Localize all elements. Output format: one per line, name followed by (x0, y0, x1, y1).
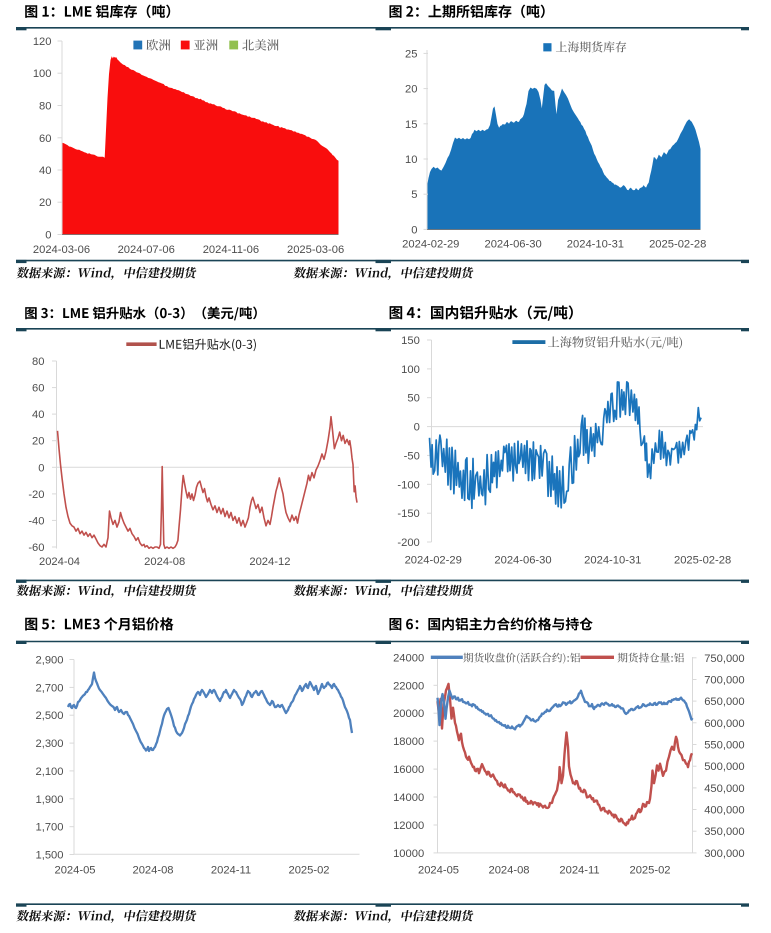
svg-text:2025-02-28: 2025-02-28 (649, 238, 706, 250)
svg-text:2024-08: 2024-08 (488, 864, 529, 876)
svg-text:-20: -20 (28, 489, 44, 501)
svg-text:2025-02: 2025-02 (288, 864, 329, 876)
svg-text:400,000: 400,000 (704, 805, 744, 817)
svg-text:2,300: 2,300 (36, 738, 64, 750)
svg-text:2024-12: 2024-12 (249, 556, 290, 568)
svg-text:10: 10 (405, 154, 417, 166)
svg-text:2024-11: 2024-11 (211, 864, 251, 876)
svg-text:12000: 12000 (393, 820, 424, 832)
svg-text:300,000: 300,000 (704, 848, 744, 860)
svg-text:5: 5 (411, 189, 417, 201)
svg-text:20: 20 (32, 436, 44, 448)
svg-text:0: 0 (45, 230, 51, 242)
svg-text:80: 80 (32, 356, 44, 368)
svg-text:2024-05: 2024-05 (418, 864, 459, 876)
svg-text:2024-02-29: 2024-02-29 (402, 238, 459, 250)
svg-text:150: 150 (401, 335, 420, 347)
svg-text:1,500: 1,500 (36, 850, 64, 862)
svg-text:40: 40 (39, 165, 51, 177)
svg-text:2024-07-06: 2024-07-06 (118, 244, 175, 256)
svg-text:-60: -60 (28, 542, 44, 554)
svg-text:16000: 16000 (393, 764, 424, 776)
svg-text:0: 0 (38, 462, 44, 474)
svg-text:120: 120 (33, 36, 52, 48)
svg-text:-100: -100 (397, 479, 419, 491)
svg-text:25: 25 (405, 48, 417, 60)
svg-text:60: 60 (39, 133, 51, 145)
svg-text:20000: 20000 (393, 708, 424, 720)
svg-text:2024-08: 2024-08 (132, 864, 173, 876)
svg-text:450,000: 450,000 (704, 783, 744, 795)
svg-text:2,100: 2,100 (36, 766, 64, 778)
svg-text:2024-02-29: 2024-02-29 (405, 555, 462, 567)
svg-text:2024-10-31: 2024-10-31 (584, 555, 641, 567)
svg-text:2,900: 2,900 (36, 655, 64, 667)
svg-text:500,000: 500,000 (704, 761, 744, 773)
svg-text:18000: 18000 (393, 736, 424, 748)
svg-text:40: 40 (32, 409, 44, 421)
svg-text:600,000: 600,000 (704, 718, 744, 730)
svg-text:20: 20 (405, 84, 417, 96)
svg-text:14000: 14000 (393, 792, 424, 804)
svg-text:550,000: 550,000 (704, 740, 744, 752)
svg-text:22000: 22000 (393, 680, 424, 692)
svg-text:2024-06-30: 2024-06-30 (484, 238, 541, 250)
svg-text:1,700: 1,700 (36, 822, 64, 834)
svg-text:20: 20 (39, 197, 51, 209)
svg-text:0: 0 (414, 422, 420, 434)
svg-text:10000: 10000 (393, 848, 424, 860)
svg-text:700,000: 700,000 (704, 675, 744, 687)
svg-text:15: 15 (405, 119, 417, 131)
svg-text:2,700: 2,700 (36, 682, 64, 694)
svg-text:100: 100 (401, 364, 420, 376)
svg-text:2024-03-06: 2024-03-06 (33, 244, 90, 256)
svg-text:50: 50 (407, 393, 419, 405)
svg-text:-150: -150 (397, 508, 419, 520)
svg-text:750,000: 750,000 (704, 653, 744, 665)
svg-text:80: 80 (39, 101, 51, 113)
svg-text:2024-06-30: 2024-06-30 (494, 555, 551, 567)
svg-text:-50: -50 (404, 450, 420, 462)
svg-text:2024-08: 2024-08 (144, 556, 185, 568)
svg-text:2024-04: 2024-04 (39, 556, 80, 568)
svg-text:60: 60 (32, 383, 44, 395)
svg-text:2024-11: 2024-11 (559, 864, 599, 876)
svg-text:100: 100 (33, 68, 52, 80)
svg-text:-40: -40 (28, 515, 44, 527)
svg-text:2025-02-28: 2025-02-28 (674, 555, 731, 567)
svg-text:0: 0 (411, 224, 417, 236)
svg-text:2024-11-06: 2024-11-06 (203, 244, 259, 256)
svg-text:1,900: 1,900 (36, 794, 64, 806)
svg-text:2025-03-06: 2025-03-06 (287, 244, 344, 256)
svg-text:2025-02: 2025-02 (629, 864, 670, 876)
svg-text:24000: 24000 (393, 652, 424, 664)
svg-text:2024-05: 2024-05 (54, 864, 95, 876)
svg-text:650,000: 650,000 (704, 696, 744, 708)
svg-text:2,500: 2,500 (36, 710, 64, 722)
svg-text:-200: -200 (397, 537, 419, 549)
svg-text:350,000: 350,000 (704, 826, 744, 838)
svg-text:2024-10-31: 2024-10-31 (567, 238, 624, 250)
